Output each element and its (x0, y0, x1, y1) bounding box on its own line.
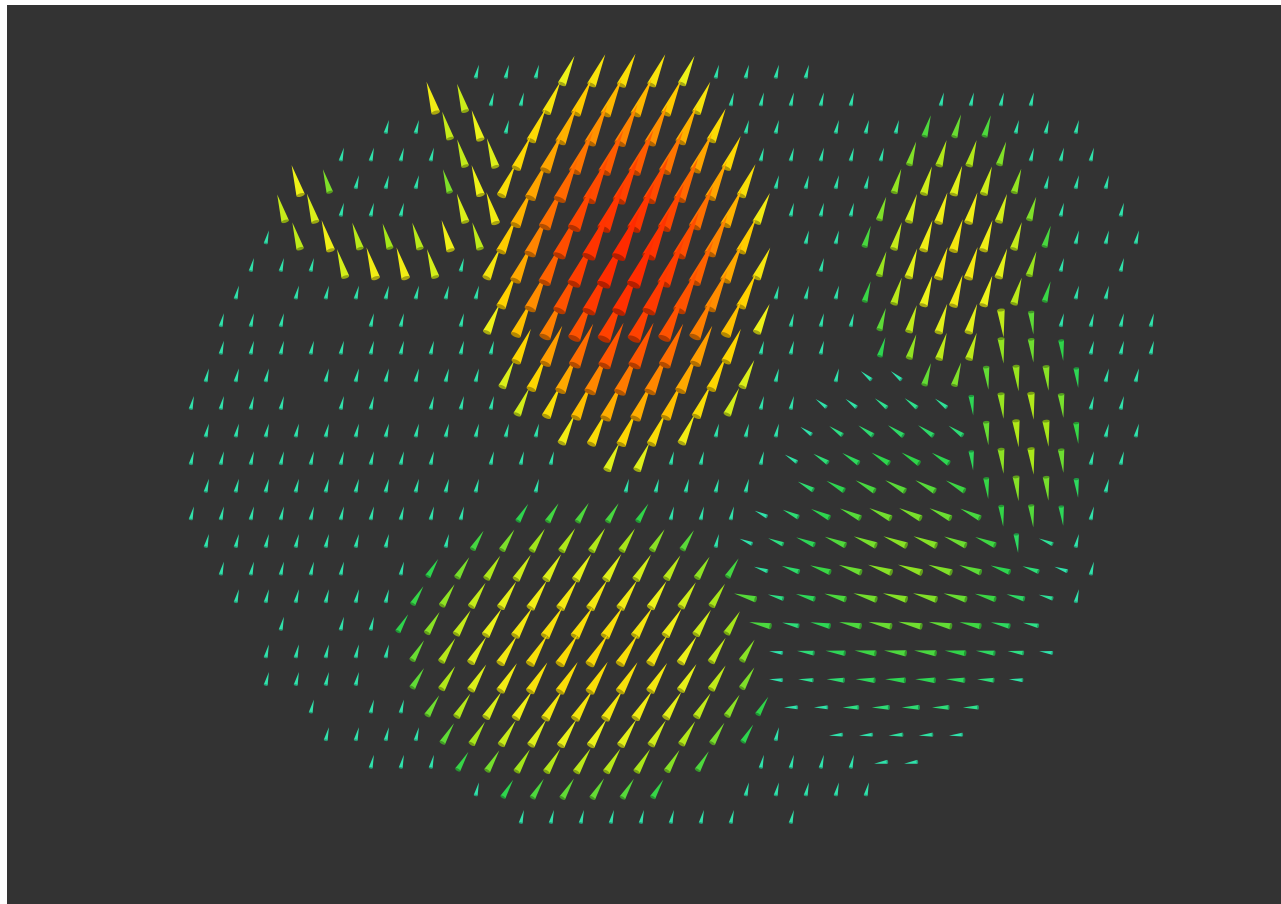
vector-field-canvas (7, 5, 1281, 904)
render-viewport[interactable] (7, 5, 1281, 904)
